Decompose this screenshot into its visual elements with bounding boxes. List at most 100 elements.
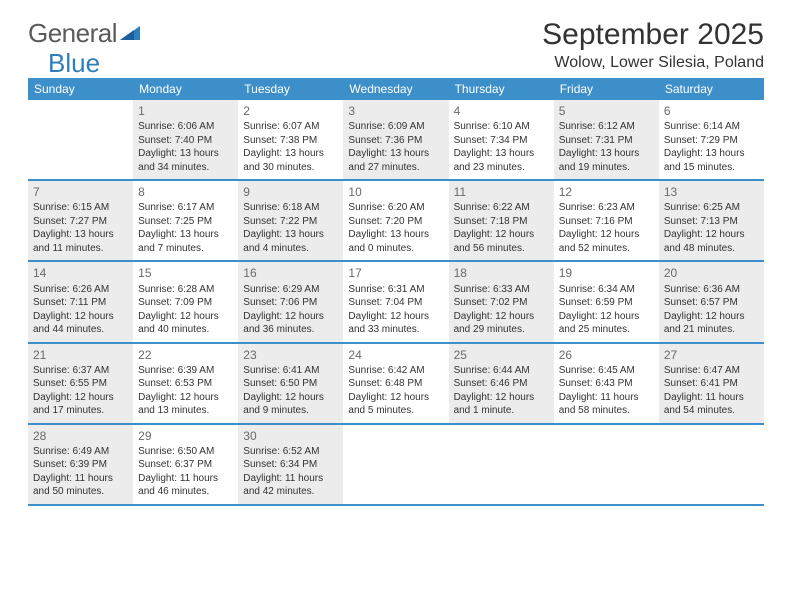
day-info-line: Sunrise: 6:45 AM (559, 364, 654, 378)
weekday-header: Saturday (659, 78, 764, 100)
day-info-line: Sunset: 6:50 PM (243, 377, 338, 391)
weekday-header: Sunday (28, 78, 133, 100)
day-info-line: Sunrise: 6:37 AM (33, 364, 128, 378)
day-number: 4 (454, 103, 549, 119)
weekday-header: Wednesday (343, 78, 448, 100)
day-info-line: Daylight: 11 hours (664, 391, 759, 405)
day-info-line: Sunset: 7:06 PM (243, 296, 338, 310)
day-cell: 5Sunrise: 6:12 AMSunset: 7:31 PMDaylight… (554, 100, 659, 179)
day-cell: 6Sunrise: 6:14 AMSunset: 7:29 PMDaylight… (659, 100, 764, 179)
day-info-line: Daylight: 13 hours (138, 228, 233, 242)
week-row: 21Sunrise: 6:37 AMSunset: 6:55 PMDayligh… (28, 344, 764, 425)
day-info-line: and 23 minutes. (454, 161, 549, 175)
day-info-line: Sunrise: 6:06 AM (138, 120, 233, 134)
day-info-line: and 40 minutes. (138, 323, 233, 337)
day-number: 6 (664, 103, 759, 119)
day-info-line: and 52 minutes. (559, 242, 654, 256)
day-cell: 15Sunrise: 6:28 AMSunset: 7:09 PMDayligh… (133, 262, 238, 341)
day-info-line: and 42 minutes. (243, 485, 338, 499)
day-number: 23 (243, 347, 338, 363)
day-info-line: Daylight: 12 hours (454, 228, 549, 242)
day-number: 2 (243, 103, 338, 119)
day-cell: 25Sunrise: 6:44 AMSunset: 6:46 PMDayligh… (449, 344, 554, 423)
day-cell: 17Sunrise: 6:31 AMSunset: 7:04 PMDayligh… (343, 262, 448, 341)
day-info-line: Sunrise: 6:44 AM (454, 364, 549, 378)
day-info-line: and 33 minutes. (348, 323, 443, 337)
day-info-line: Daylight: 11 hours (559, 391, 654, 405)
day-info-line: and 56 minutes. (454, 242, 549, 256)
page-header: General September 2025 Wolow, Lower Sile… (0, 0, 792, 78)
day-info-line: Sunset: 7:02 PM (454, 296, 549, 310)
day-cell: 22Sunrise: 6:39 AMSunset: 6:53 PMDayligh… (133, 344, 238, 423)
day-info-line: Sunrise: 6:31 AM (348, 283, 443, 297)
day-info-line: Daylight: 12 hours (243, 310, 338, 324)
day-info-line: Sunset: 7:09 PM (138, 296, 233, 310)
day-number: 14 (33, 265, 128, 281)
day-info-line: and 7 minutes. (138, 242, 233, 256)
week-row: 28Sunrise: 6:49 AMSunset: 6:39 PMDayligh… (28, 425, 764, 506)
day-cell (28, 100, 133, 179)
day-info-line: and 50 minutes. (33, 485, 128, 499)
day-info-line: Sunrise: 6:50 AM (138, 445, 233, 459)
day-info-line: Daylight: 12 hours (559, 228, 654, 242)
day-cell (449, 425, 554, 504)
day-cell: 4Sunrise: 6:10 AMSunset: 7:34 PMDaylight… (449, 100, 554, 179)
day-cell: 7Sunrise: 6:15 AMSunset: 7:27 PMDaylight… (28, 181, 133, 260)
day-info-line: Daylight: 12 hours (138, 391, 233, 405)
day-info-line: Sunset: 7:38 PM (243, 134, 338, 148)
day-info-line: Sunset: 6:43 PM (559, 377, 654, 391)
day-cell (659, 425, 764, 504)
day-info-line: Sunset: 6:57 PM (664, 296, 759, 310)
day-number: 28 (33, 428, 128, 444)
day-info-line: Sunset: 7:25 PM (138, 215, 233, 229)
day-info-line: Sunset: 6:34 PM (243, 458, 338, 472)
week-row: 14Sunrise: 6:26 AMSunset: 7:11 PMDayligh… (28, 262, 764, 343)
day-cell: 24Sunrise: 6:42 AMSunset: 6:48 PMDayligh… (343, 344, 448, 423)
day-cell: 27Sunrise: 6:47 AMSunset: 6:41 PMDayligh… (659, 344, 764, 423)
day-info-line: Sunset: 6:48 PM (348, 377, 443, 391)
location-label: Wolow, Lower Silesia, Poland (542, 54, 764, 72)
day-info-line: Sunset: 7:40 PM (138, 134, 233, 148)
day-info-line: Daylight: 12 hours (348, 391, 443, 405)
day-info-line: Daylight: 13 hours (243, 147, 338, 161)
day-cell (343, 425, 448, 504)
day-number: 16 (243, 265, 338, 281)
day-info-line: Daylight: 12 hours (33, 391, 128, 405)
day-info-line: Sunrise: 6:10 AM (454, 120, 549, 134)
day-info-line: Sunrise: 6:15 AM (33, 201, 128, 215)
day-info-line: Daylight: 11 hours (243, 472, 338, 486)
day-number: 19 (559, 265, 654, 281)
day-number: 24 (348, 347, 443, 363)
day-info-line: Daylight: 12 hours (664, 228, 759, 242)
day-info-line: and 21 minutes. (664, 323, 759, 337)
day-cell: 18Sunrise: 6:33 AMSunset: 7:02 PMDayligh… (449, 262, 554, 341)
weekday-header: Tuesday (238, 78, 343, 100)
day-info-line: Sunrise: 6:20 AM (348, 201, 443, 215)
day-info-line: Daylight: 13 hours (454, 147, 549, 161)
day-info-line: Daylight: 11 hours (138, 472, 233, 486)
day-number: 29 (138, 428, 233, 444)
day-number: 1 (138, 103, 233, 119)
day-number: 21 (33, 347, 128, 363)
day-info-line: Sunset: 6:55 PM (33, 377, 128, 391)
day-info-line: Sunset: 6:59 PM (559, 296, 654, 310)
day-info-line: Sunrise: 6:42 AM (348, 364, 443, 378)
day-info-line: and 15 minutes. (664, 161, 759, 175)
day-info-line: Sunrise: 6:25 AM (664, 201, 759, 215)
day-cell: 11Sunrise: 6:22 AMSunset: 7:18 PMDayligh… (449, 181, 554, 260)
day-cell: 10Sunrise: 6:20 AMSunset: 7:20 PMDayligh… (343, 181, 448, 260)
day-info-line: Sunrise: 6:26 AM (33, 283, 128, 297)
day-number: 26 (559, 347, 654, 363)
day-info-line: Sunset: 6:39 PM (33, 458, 128, 472)
day-number: 11 (454, 184, 549, 200)
month-title: September 2025 (542, 18, 764, 52)
day-number: 30 (243, 428, 338, 444)
day-info-line: Daylight: 13 hours (243, 228, 338, 242)
calendar-grid: SundayMondayTuesdayWednesdayThursdayFrid… (0, 78, 792, 506)
day-info-line: Sunrise: 6:28 AM (138, 283, 233, 297)
day-cell: 28Sunrise: 6:49 AMSunset: 6:39 PMDayligh… (28, 425, 133, 504)
day-info-line: and 13 minutes. (138, 404, 233, 418)
day-info-line: Sunrise: 6:41 AM (243, 364, 338, 378)
day-info-line: Daylight: 12 hours (243, 391, 338, 405)
day-number: 18 (454, 265, 549, 281)
